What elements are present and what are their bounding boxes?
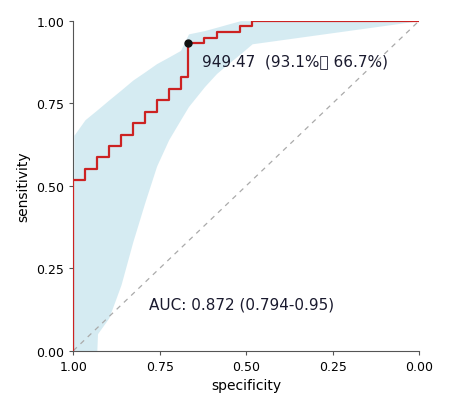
X-axis label: specificity: specificity xyxy=(211,378,281,392)
Y-axis label: sensitivity: sensitivity xyxy=(17,151,31,222)
Text: AUC: 0.872 (0.794-0.95): AUC: 0.872 (0.794-0.95) xyxy=(149,297,334,311)
Text: 949.47  (93.1%， 66.7%): 949.47 (93.1%， 66.7%) xyxy=(202,54,388,69)
